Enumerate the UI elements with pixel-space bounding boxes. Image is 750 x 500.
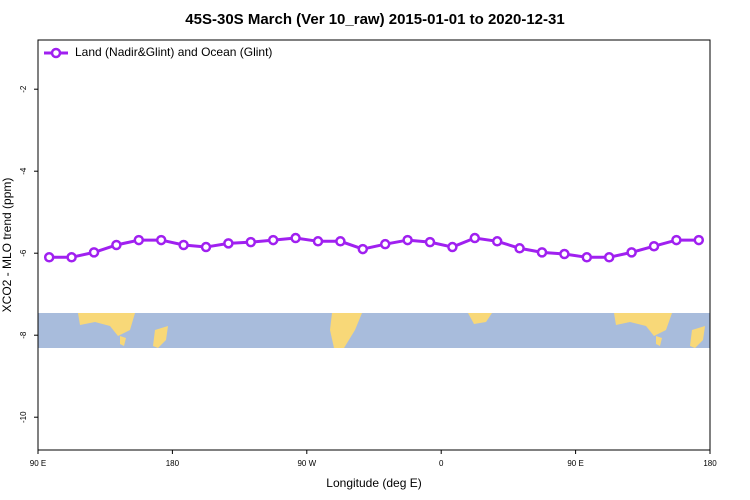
data-point [178,239,189,251]
data-point [133,234,145,246]
series-line [49,236,699,259]
data-point [648,240,660,252]
plot-frame [37,39,711,451]
x-tick-label: 0 [439,459,444,468]
data-point [357,243,369,255]
data-point [267,234,279,246]
data-point [536,247,548,258]
data-point [223,238,234,249]
x-tick-label: 90 E [567,459,583,468]
y-tick-label: -10 [19,411,28,423]
chart-title: 45S-30S March (Ver 10_raw) 2015-01-01 to… [185,11,564,28]
data-point [290,232,301,244]
data-point [312,236,324,247]
data-point [626,247,637,258]
data-point [88,247,100,258]
data-point [469,232,481,244]
data-point [581,252,593,263]
data-point [66,252,77,263]
data-point [514,243,525,254]
data-point [335,236,346,247]
y-tick-label: -4 [19,167,28,175]
legend-marker [50,47,62,59]
data-point [693,234,705,246]
data-point [402,234,413,246]
x-tick-label: 90 W [297,459,316,468]
data-point [559,248,570,260]
data-point [671,234,682,246]
x-axis-label: Longitude (deg E) [326,476,421,490]
y-axis-label: XCO2 - MLO trend (ppm) [0,178,14,313]
map-strip [38,313,710,348]
y-tick-label: -6 [19,249,28,257]
data-point [447,241,458,253]
y-tick-label: -8 [19,331,28,339]
data-point [43,252,55,263]
data-point [379,238,391,250]
data-point [111,239,122,251]
data-point [155,234,167,246]
x-tick-label: 90 E [30,459,46,468]
x-tick-label: 180 [166,459,180,468]
data-point [424,236,436,248]
y-tick-label: -2 [19,85,28,93]
data-point [245,236,257,248]
data-point [603,252,615,263]
data-point [491,236,503,247]
legend-label: Land (Nadir&Glint) and Ocean (Glint) [75,45,272,59]
data-point [200,241,212,253]
x-tick-label: 180 [703,459,717,468]
